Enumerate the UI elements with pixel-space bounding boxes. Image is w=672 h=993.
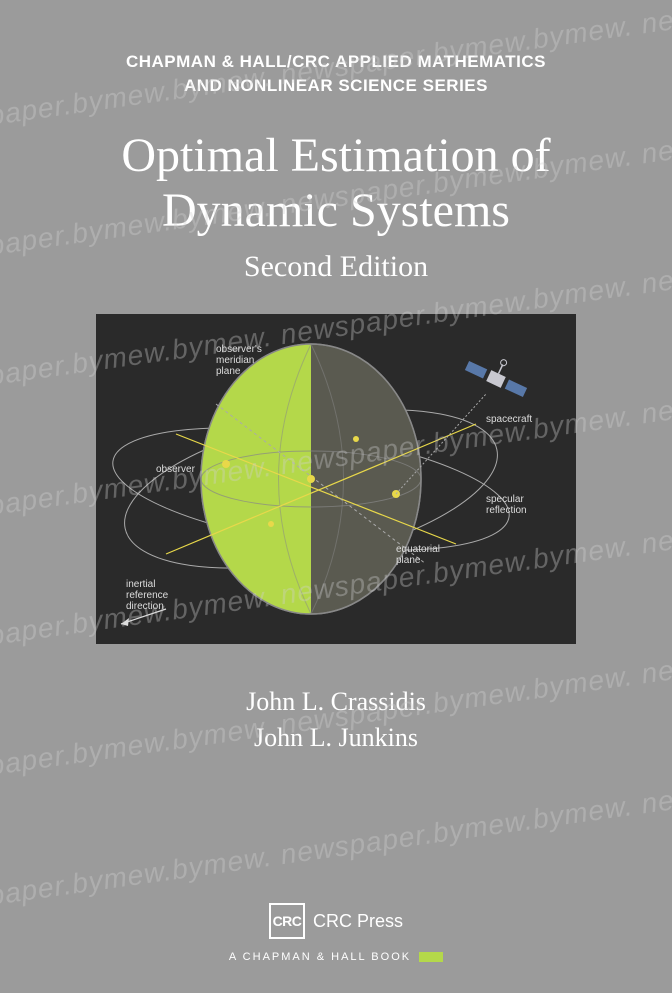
authors: John L. Crassidis John L. Junkins	[246, 684, 426, 757]
title-line-1: Optimal Estimation of	[121, 128, 550, 183]
crc-logo: CRC CRC Press	[269, 903, 403, 939]
crc-mark-icon: CRC	[269, 903, 305, 939]
title-line-2: Dynamic Systems	[121, 183, 550, 238]
chapman-text: A CHAPMAN & HALL BOOK	[229, 951, 411, 963]
fig-label-observer2: observer	[156, 464, 195, 475]
publisher-block: CRC CRC Press A CHAPMAN & HALL BOOK	[229, 903, 443, 963]
book-cover: newspaper.bymew.bymew. newspaper.bymew.b…	[0, 0, 672, 993]
cover-figure: observer'smeridianplane spacecraft observe…	[96, 314, 576, 644]
book-title: Optimal Estimation of Dynamic Systems	[121, 128, 550, 238]
series-title: CHAPMAN & HALL/CRC APPLIED MATHEMATICS A…	[126, 50, 546, 98]
edition: Second Edition	[244, 250, 428, 284]
fig-label-observer: observer'smeridianplane	[216, 344, 262, 377]
fig-label-equatorial: equatorialplane	[396, 544, 440, 566]
fig-label-inertial: inertialreferencedirection	[126, 579, 168, 612]
author-2: John L. Junkins	[246, 720, 426, 756]
author-1: John L. Crassidis	[246, 684, 426, 720]
crc-press-text: CRC Press	[313, 911, 403, 932]
fig-label-spacecraft: spacecraft	[486, 414, 532, 425]
fig-label-specular: specularreflection	[486, 494, 527, 516]
series-line-1: CHAPMAN & HALL/CRC APPLIED MATHEMATICS	[126, 50, 546, 74]
series-line-2: AND NONLINEAR SCIENCE SERIES	[126, 74, 546, 98]
chapman-bar-icon	[419, 952, 443, 962]
chapman-hall-mark: A CHAPMAN & HALL BOOK	[229, 951, 443, 963]
